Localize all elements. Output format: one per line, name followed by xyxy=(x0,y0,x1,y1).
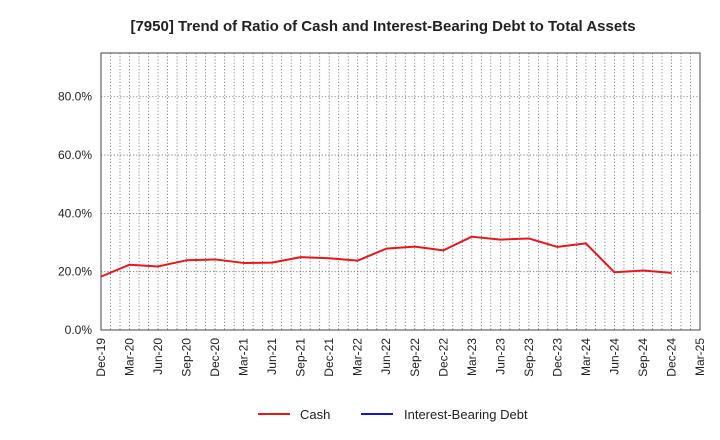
x-tick-label: Sep-24 xyxy=(636,338,650,377)
x-tick-label: Sep-21 xyxy=(294,338,308,377)
y-tick-label: 60.0% xyxy=(58,148,92,162)
x-tick-label: Sep-22 xyxy=(408,338,422,377)
x-tick-label: Mar-24 xyxy=(579,338,593,376)
x-tick-label: Dec-22 xyxy=(436,338,450,377)
x-tick-label: Mar-23 xyxy=(465,338,479,376)
plot-area: 0.0% 20.0% 40.0% 60.0% 80.0% Dec-19 Mar-20 Jun-… xyxy=(58,52,707,377)
x-tick-label: Jun-20 xyxy=(151,338,165,375)
legend-label: Cash xyxy=(300,407,330,422)
x-tick-label: Sep-23 xyxy=(522,338,536,377)
x-tick-label: Dec-21 xyxy=(322,338,336,377)
y-tick-label: 80.0% xyxy=(58,90,92,104)
legend-label: Interest-Bearing Debt xyxy=(404,407,528,422)
x-tick-label: Mar-20 xyxy=(123,338,137,376)
x-tick-label: Mar-22 xyxy=(351,338,365,376)
x-tick-label: Sep-20 xyxy=(180,338,194,377)
plot-frame xyxy=(100,52,701,331)
x-tick-label: Jun-21 xyxy=(265,338,279,375)
x-tick-label: Dec-24 xyxy=(664,338,678,377)
x-tick-label: Dec-20 xyxy=(208,338,222,377)
x-tick-label: Jun-22 xyxy=(379,338,393,375)
y-tick-label: 0.0% xyxy=(65,323,93,337)
y-tick-label: 20.0% xyxy=(58,265,92,279)
series-line-cash xyxy=(100,235,672,278)
x-tick-label: Mar-21 xyxy=(237,338,251,376)
legend: Cash Interest-Bearing Debt xyxy=(258,407,528,422)
chart-title: [7950] Trend of Ratio of Cash and Intere… xyxy=(130,18,635,35)
y-tick-label: 40.0% xyxy=(58,206,92,220)
x-tick-label: Jun-23 xyxy=(493,338,507,375)
x-tick-label: Mar-25 xyxy=(693,338,707,376)
x-tick-label: Dec-23 xyxy=(550,338,564,377)
x-tick-label: Jun-24 xyxy=(607,338,621,375)
x-tick-label: Dec-19 xyxy=(94,338,108,377)
